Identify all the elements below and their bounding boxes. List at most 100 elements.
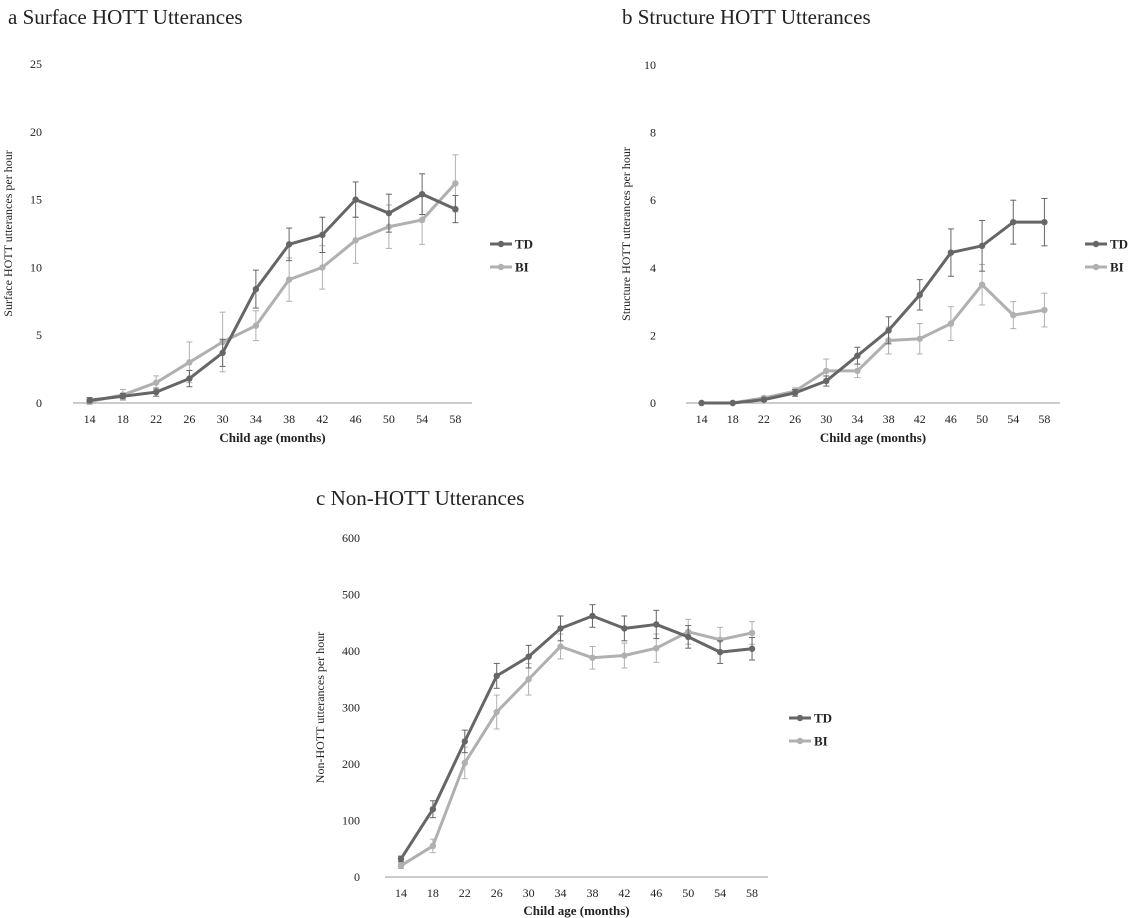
x-tick-label: 38 xyxy=(883,412,895,426)
x-tick-label: 22 xyxy=(150,412,162,426)
data-point-td xyxy=(86,397,93,404)
data-point-bi xyxy=(823,367,830,375)
data-point-td xyxy=(525,653,532,660)
data-point-bi xyxy=(653,644,660,652)
data-point-td xyxy=(621,625,628,632)
data-point-td xyxy=(397,855,405,863)
legend-marker-bi xyxy=(796,737,804,745)
data-point-bi xyxy=(461,759,468,767)
data-point-bi xyxy=(186,359,193,366)
data-point-td xyxy=(978,242,986,250)
chart-title-a: a Surface HOTT Utterances xyxy=(8,5,243,29)
data-point-td xyxy=(385,209,393,217)
y-tick-label: 2 xyxy=(650,328,656,342)
data-point-td xyxy=(252,285,260,293)
data-point-td xyxy=(748,645,756,652)
x-tick-label: 58 xyxy=(1038,412,1050,426)
data-point-bi xyxy=(854,367,861,375)
y-tick-label: 200 xyxy=(342,757,360,771)
x-tick-label: 54 xyxy=(1007,412,1019,426)
data-point-bi xyxy=(152,379,160,386)
chart-panel-c: c Non-HOTT Utterances 0 100 200 300 400 500 60… xyxy=(300,478,860,918)
data-point-td xyxy=(947,249,955,256)
legend-label-td: TD xyxy=(515,237,533,252)
x-tick-label: 54 xyxy=(714,886,726,900)
data-point-bi xyxy=(429,842,437,850)
x-tick-label: 58 xyxy=(746,886,758,900)
x-tick-label: 22 xyxy=(459,886,471,900)
y-axis-title: Surface HOTT utterances per hour xyxy=(1,150,15,316)
y-tick-label: 100 xyxy=(342,814,360,828)
data-point-td xyxy=(352,196,359,203)
series-line-bi xyxy=(89,182,457,404)
data-point-bi xyxy=(978,281,986,288)
y-tick-label: 0 xyxy=(36,396,42,410)
x-tick-label: 34 xyxy=(250,412,262,426)
legend-marker-bi xyxy=(1092,263,1100,271)
x-tick-label: 26 xyxy=(183,412,195,426)
data-point-td xyxy=(493,672,500,680)
data-point-td xyxy=(418,190,426,198)
data-point-bi xyxy=(916,335,923,342)
y-tick-label: 500 xyxy=(342,588,360,602)
data-point-td xyxy=(791,389,799,397)
data-point-td xyxy=(119,393,127,400)
x-tick-label: 26 xyxy=(789,412,801,426)
y-tick-label: 300 xyxy=(342,701,360,715)
y-tick-label: 400 xyxy=(342,644,360,658)
legend-label-bi: BI xyxy=(814,734,828,749)
data-point-bi xyxy=(493,708,500,716)
y-tick-label: 5 xyxy=(36,328,42,342)
x-tick-label: 46 xyxy=(650,886,662,900)
y-tick-label: 20 xyxy=(30,125,42,139)
y-tick-label: 0 xyxy=(650,396,656,410)
x-tick-label: 50 xyxy=(682,886,694,900)
y-tick-label: 15 xyxy=(30,193,42,207)
y-tick-label: 8 xyxy=(650,126,656,140)
y-tick-label: 0 xyxy=(354,870,360,884)
x-tick-label: 46 xyxy=(945,412,957,426)
data-point-bi xyxy=(285,276,293,283)
x-tick-label: 30 xyxy=(217,412,229,426)
data-point-td xyxy=(716,648,724,656)
legend-marker-bi xyxy=(497,263,505,271)
data-point-td xyxy=(219,349,226,357)
data-point-td xyxy=(1010,218,1017,226)
x-tick-label: 18 xyxy=(727,412,739,426)
data-point-td xyxy=(152,388,160,396)
x-tick-label: 46 xyxy=(350,412,362,426)
series-line-bi xyxy=(400,630,753,867)
data-point-td xyxy=(916,291,923,299)
legend-marker-td xyxy=(1092,240,1100,248)
data-point-td xyxy=(452,205,459,213)
data-point-td xyxy=(698,399,705,407)
data-point-bi xyxy=(557,643,564,650)
x-tick-label: 34 xyxy=(851,412,863,426)
y-tick-label: 10 xyxy=(644,58,656,72)
data-point-td xyxy=(823,377,830,385)
x-tick-label: 50 xyxy=(976,412,988,426)
chart-svg-a: 0 5 10 15 20 25 14 18 22 26 30 34 38 42 46 50 54 58 Child … xyxy=(1,57,533,445)
x-tick-label: 18 xyxy=(117,412,129,426)
data-point-td xyxy=(461,738,468,745)
x-tick-label: 42 xyxy=(914,412,926,426)
chart-svg-c: 0 100 200 300 400 500 600 14 18 22 26 30 34 38 42 46 50 5… xyxy=(313,531,832,918)
x-tick-label: 58 xyxy=(449,412,461,426)
x-tick-label: 42 xyxy=(316,412,328,426)
x-axis-title: Child age (months) xyxy=(219,430,325,445)
data-point-td xyxy=(285,241,293,248)
y-tick-label: 600 xyxy=(342,531,360,545)
y-axis-title: Non-HOTT utterances per hour xyxy=(313,632,327,783)
x-tick-label: 34 xyxy=(555,886,567,900)
x-tick-label: 22 xyxy=(758,412,770,426)
x-tick-label: 38 xyxy=(283,412,295,426)
legend-label-bi: BI xyxy=(515,260,529,275)
data-point-bi xyxy=(319,264,326,271)
data-point-bi xyxy=(947,320,955,327)
chart-panel-b: b Structure HOTT Utterances 0 2 4 6 8 10 14 18 2… xyxy=(570,0,1139,460)
data-point-td xyxy=(885,327,892,334)
data-point-td xyxy=(653,621,660,628)
series-line-td xyxy=(701,220,1045,405)
y-tick-label: 25 xyxy=(30,57,42,71)
